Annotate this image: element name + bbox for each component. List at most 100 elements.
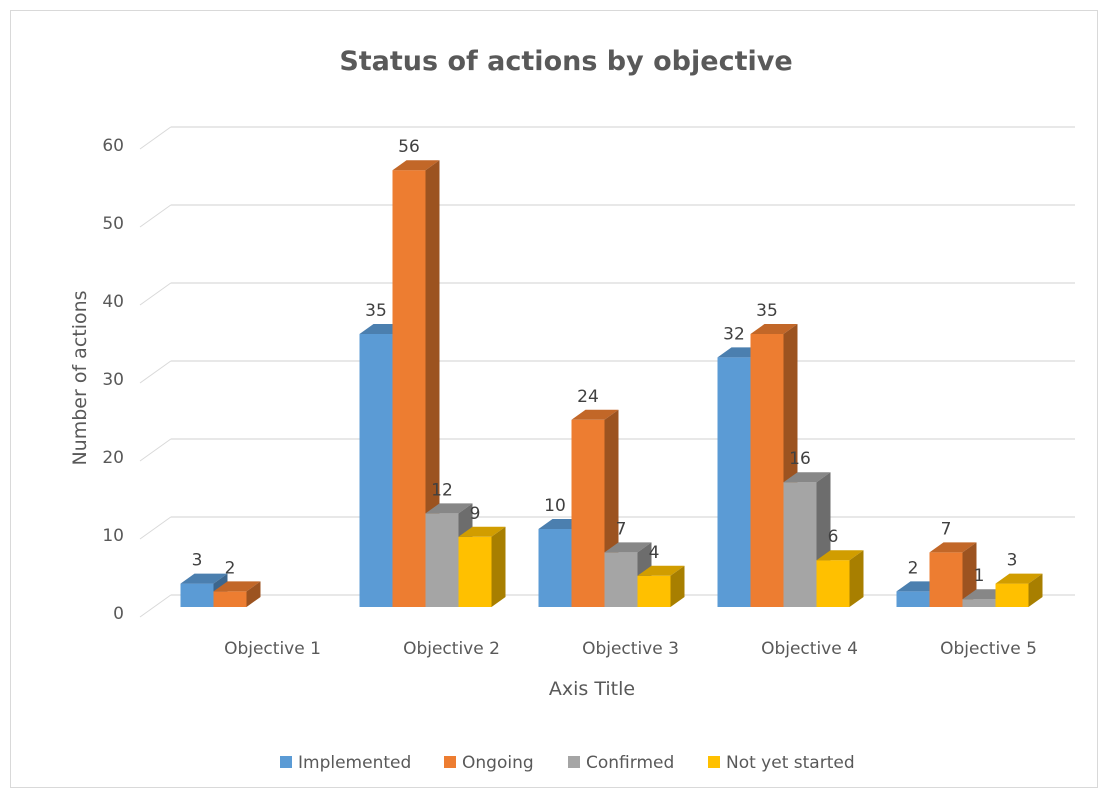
bar-top — [571, 409, 619, 420]
bar-top — [425, 503, 473, 514]
data-label: 10 — [544, 496, 566, 516]
bar-not-yet-started: 9 — [458, 504, 506, 607]
legend-item: Confirmed — [568, 753, 674, 773]
bar-front — [995, 583, 1029, 607]
bar-front — [604, 552, 638, 607]
x-axis-categories: Objective 1 Objective 2 Objective 3 Objecti… — [224, 639, 1037, 659]
bar-front — [571, 419, 605, 607]
bar-top — [929, 542, 977, 553]
x-tick-label: Objective 1 — [224, 639, 321, 659]
chart-title: Status of actions by objective — [339, 46, 792, 77]
x-tick-label: Objective 4 — [761, 639, 858, 659]
data-label: 4 — [649, 543, 660, 563]
data-label: 7 — [941, 519, 952, 539]
chart-frame — [10, 10, 1098, 788]
data-label: 2 — [908, 558, 919, 578]
bar-front — [750, 334, 784, 607]
legend-swatch — [444, 756, 456, 768]
data-label: 6 — [828, 527, 839, 547]
bar-front — [816, 560, 850, 607]
y-tick-label: 20 — [102, 448, 124, 468]
gridline-slant — [139, 126, 172, 150]
legend-swatch — [708, 756, 720, 768]
bar-top — [995, 573, 1043, 584]
gridline-slant — [139, 282, 172, 306]
legend-item: Not yet started — [708, 753, 855, 773]
bar-front — [180, 583, 214, 607]
gridlines — [139, 126, 1075, 618]
bar-front — [458, 536, 492, 607]
gridline-slant — [139, 204, 172, 228]
y-tick-label: 10 — [102, 526, 124, 546]
legend-swatch — [280, 756, 292, 768]
x-tick-label: Objective 5 — [940, 639, 1037, 659]
legend: Implemented Ongoing Confirmed Not yet start… — [280, 753, 855, 773]
bar-side — [670, 565, 685, 607]
legend-label: Not yet started — [726, 753, 855, 773]
data-label: 16 — [789, 449, 811, 469]
data-label: 3 — [192, 551, 203, 571]
x-tick-label: Objective 2 — [403, 639, 500, 659]
bar-front — [962, 599, 996, 607]
bar-side — [849, 550, 864, 607]
bar-ongoing: 2 — [213, 558, 261, 607]
legend-label: Confirmed — [586, 753, 674, 773]
bar-front — [929, 552, 963, 607]
bar-front — [392, 170, 426, 607]
bar-front — [896, 591, 930, 607]
bar-top — [180, 573, 228, 584]
y-axis-title: Number of actions — [69, 290, 91, 465]
y-tick-label: 60 — [102, 136, 124, 156]
bar-side — [246, 581, 261, 607]
gridline-slant — [139, 360, 172, 384]
bar-front — [213, 591, 247, 607]
bar-side — [1028, 573, 1043, 607]
data-label: 2 — [225, 558, 236, 578]
bar-side — [491, 526, 506, 607]
data-label: 35 — [365, 301, 387, 321]
bar-top — [750, 324, 798, 334]
bar-confirmed: 16 — [783, 449, 831, 607]
bar-top — [458, 526, 506, 537]
data-label: 3 — [1007, 551, 1018, 571]
legend-label: Ongoing — [462, 753, 534, 773]
bar-top — [213, 581, 261, 592]
data-label: 24 — [577, 387, 599, 407]
y-tick-label: 40 — [102, 292, 124, 312]
bar-top — [637, 565, 685, 576]
bar-side — [962, 542, 977, 607]
legend-item: Ongoing — [444, 753, 534, 773]
data-label: 12 — [431, 480, 453, 500]
y-tick-label: 0 — [113, 604, 124, 624]
y-axis-ticks: 0 10 20 30 40 50 60 — [102, 136, 124, 624]
data-label: 32 — [723, 324, 745, 344]
x-axis-title: Axis Title — [549, 678, 635, 700]
bar-front — [637, 575, 671, 607]
data-label: 7 — [616, 519, 627, 539]
bar-ongoing: 56 — [392, 137, 440, 607]
gridline-slant — [139, 438, 172, 462]
bar-front — [717, 357, 751, 607]
data-label: 9 — [470, 504, 481, 524]
y-tick-label: 50 — [102, 214, 124, 234]
data-label: 1 — [974, 566, 985, 586]
bar-front — [538, 529, 572, 607]
bar-front — [783, 482, 817, 607]
bar-front — [359, 334, 393, 607]
data-label: 35 — [756, 301, 778, 321]
bar-front — [425, 513, 459, 607]
bar-top — [392, 160, 440, 171]
bar-ongoing: 7 — [929, 519, 977, 607]
legend-label: Implemented — [298, 753, 411, 773]
legend-swatch — [568, 756, 580, 768]
bar-not-yet-started: 6 — [816, 527, 864, 607]
bar-not-yet-started: 4 — [637, 543, 685, 607]
bar-side — [425, 160, 440, 607]
x-tick-label: Objective 3 — [582, 639, 679, 659]
y-tick-label: 30 — [102, 370, 124, 390]
bar-top — [783, 472, 831, 483]
bar-not-yet-started: 3 — [995, 551, 1043, 607]
gridline-slant — [139, 594, 172, 618]
